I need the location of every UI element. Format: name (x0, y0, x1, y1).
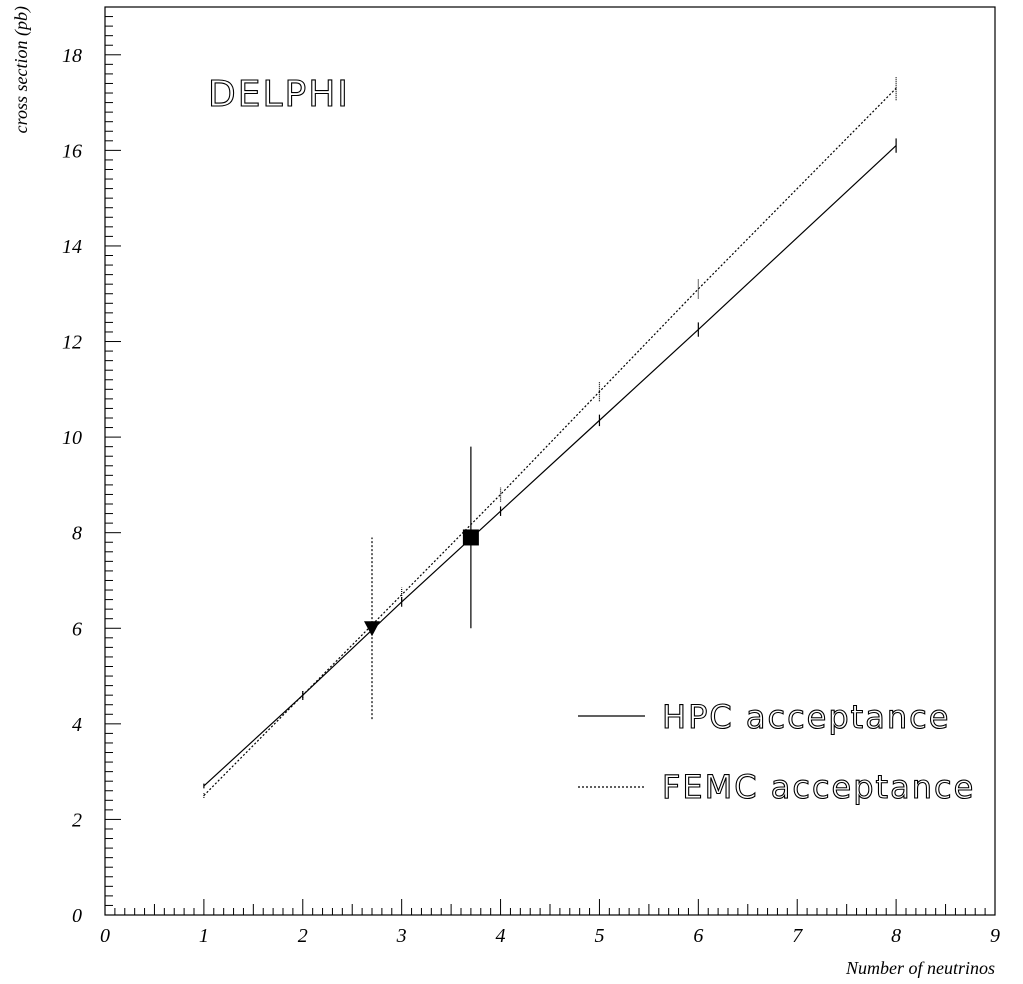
y-axis-title: cross section (pb) (11, 6, 32, 133)
series-layer (203, 76, 897, 798)
x-tick-labels: 0 1 2 3 4 5 6 7 8 9 (100, 925, 1000, 947)
y-tick-label: 14 (62, 236, 82, 258)
measurement-square-marker (462, 529, 479, 546)
y-tick-label: 16 (62, 140, 82, 162)
y-tick-label: 0 (72, 905, 82, 927)
legend-label-femc: FEMC acceptance (662, 768, 975, 806)
legend: HPC acceptance FEMC acceptance (578, 697, 975, 807)
x-tick-label: 5 (594, 925, 604, 947)
y-tick-label: 8 (72, 523, 82, 545)
x-tick-label: 6 (693, 925, 703, 947)
y-tick-labels: 0 2 4 6 8 10 12 14 16 18 (62, 45, 82, 927)
y-tick-label: 18 (62, 45, 82, 67)
x-tick-label: 1 (199, 925, 209, 947)
x-tick-label: 2 (298, 925, 308, 947)
x-tick-label: 9 (990, 925, 1000, 947)
axis-ticks (104, 6, 996, 916)
y-tick-label: 4 (72, 714, 82, 736)
measurements-layer (364, 446, 479, 720)
series-line-femc (203, 87, 897, 796)
y-tick-label: 10 (62, 427, 82, 449)
plot-label: DELPHI (208, 74, 350, 115)
x-tick-label: 7 (792, 925, 803, 947)
x-tick-label: 3 (396, 925, 407, 947)
measurement-triangle-marker (364, 621, 380, 637)
x-tick-label: 8 (891, 925, 901, 947)
x-tick-label: 0 (100, 925, 110, 947)
legend-label-hpc: HPC acceptance (662, 698, 950, 736)
y-tick-label: 12 (62, 332, 82, 354)
x-axis-title: Number of neutrinos (845, 958, 995, 978)
y-tick-label: 2 (72, 809, 82, 831)
x-tick-label: 4 (496, 925, 506, 947)
y-tick-label: 6 (72, 618, 82, 640)
